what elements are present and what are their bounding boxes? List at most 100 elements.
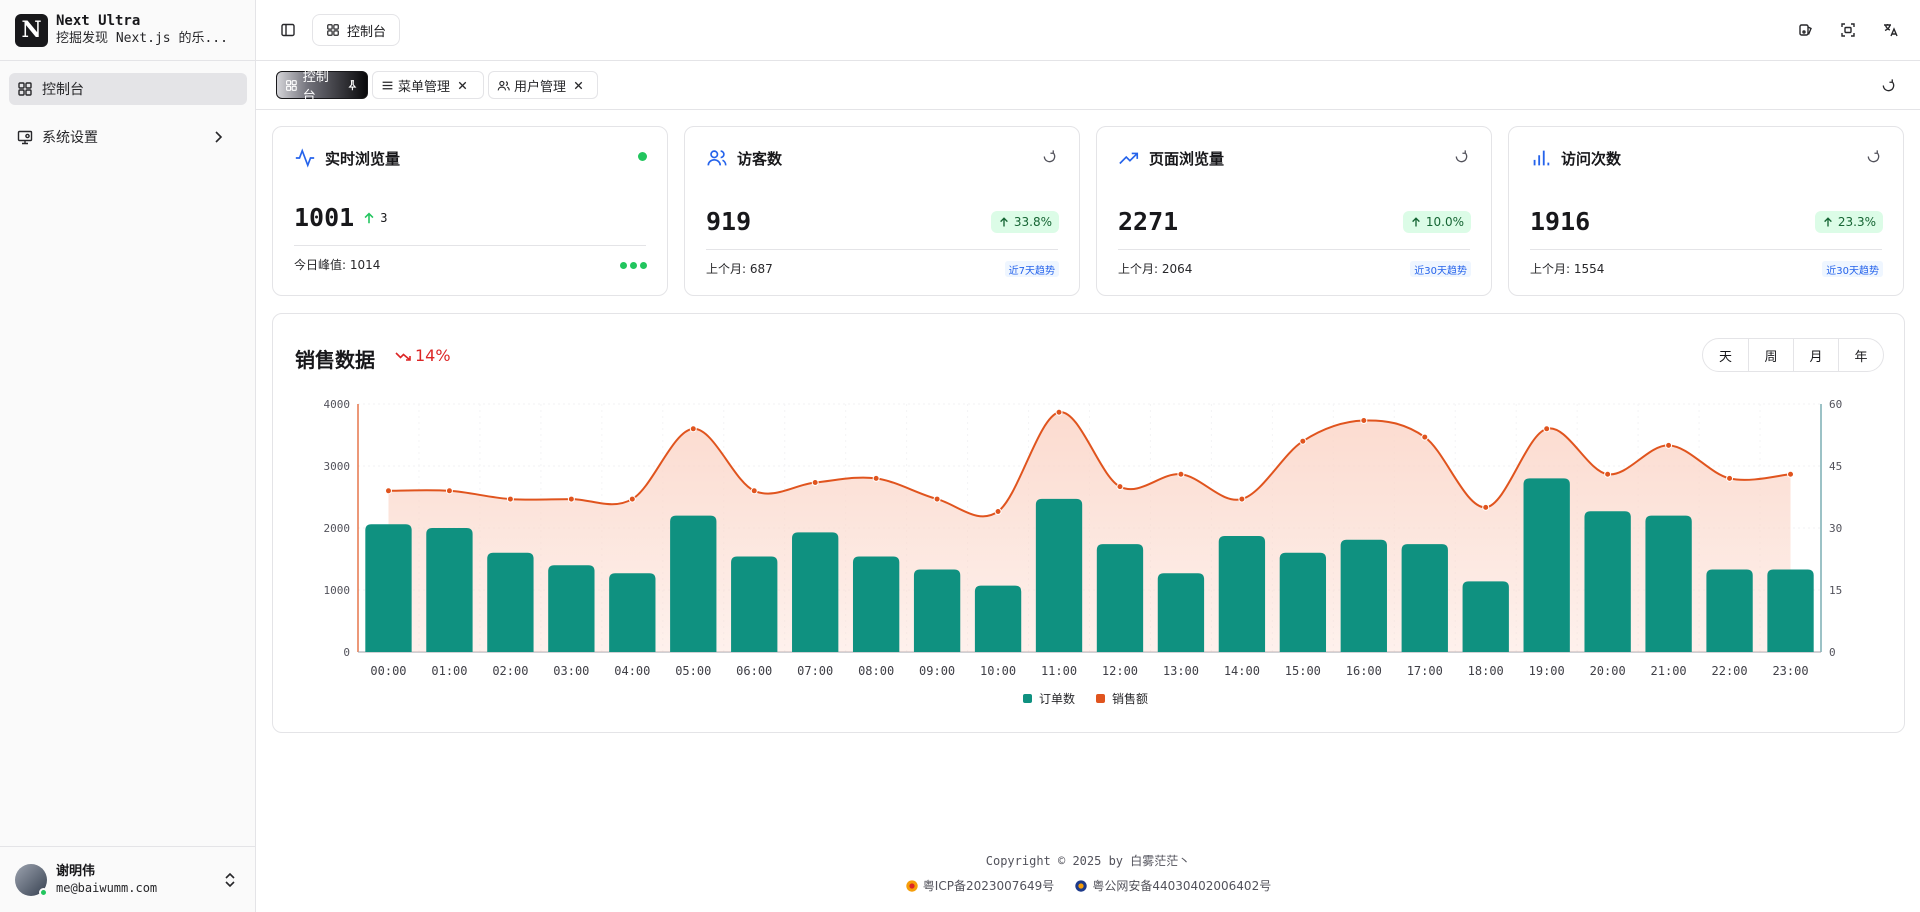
order-bar <box>1340 539 1387 652</box>
header: 控制台 <box>256 0 1920 61</box>
sidebar-item-settings[interactable]: 系统设置 <box>9 121 247 153</box>
order-bar <box>852 556 900 652</box>
theme-button[interactable] <box>1790 14 1822 46</box>
chevrons-up-down-icon <box>225 872 235 888</box>
dashboard-icon <box>327 24 339 36</box>
order-bar <box>1645 515 1692 652</box>
sales-point <box>1543 425 1551 433</box>
range-month-button[interactable]: 月 <box>1793 339 1838 371</box>
tab-dashboard[interactable]: 控制台 <box>276 70 368 104</box>
growth-badge: 10.0% <box>1402 211 1471 233</box>
language-button[interactable] <box>1874 14 1906 46</box>
x-tick-label: 11:00 <box>1041 664 1077 678</box>
range-week-button[interactable]: 周 <box>1748 339 1793 371</box>
order-bar <box>1462 581 1509 652</box>
arrow-up-icon <box>364 212 374 223</box>
close-icon[interactable] <box>456 79 469 92</box>
sidebar-toggle-button[interactable] <box>272 14 304 46</box>
sales-point <box>750 487 758 495</box>
sales-point <box>1299 437 1307 445</box>
brand-logo: N <box>15 13 48 47</box>
x-tick-label: 09:00 <box>919 664 955 678</box>
x-tick-label: 02:00 <box>492 664 528 678</box>
refresh-icon[interactable] <box>1866 149 1881 164</box>
card-foot: 上个月: 2064 <box>1118 262 1193 276</box>
sales-point <box>994 507 1002 515</box>
x-tick-label: 13:00 <box>1163 664 1199 678</box>
range-year-button[interactable]: 年 <box>1838 339 1883 371</box>
range-day-button[interactable]: 天 <box>1718 349 1732 365</box>
dashboard-icon <box>286 79 297 91</box>
sales-point <box>567 495 575 503</box>
card-value: 2271 <box>1118 207 1179 236</box>
x-tick-label: 19:00 <box>1529 664 1565 678</box>
order-bar <box>1767 569 1814 652</box>
sales-point <box>506 495 514 503</box>
brand[interactable]: N Next Ultra 挖掘发现 Next.js 的乐... <box>0 0 255 61</box>
tab-user-management[interactable]: 用户管理 <box>488 71 598 99</box>
sidebar-item-label: 系统设置 <box>42 130 98 146</box>
refresh-icon[interactable] <box>1042 149 1057 164</box>
order-bar <box>974 585 1022 652</box>
breadcrumb[interactable]: 控制台 <box>312 14 400 46</box>
x-tick-label: 06:00 <box>736 664 772 678</box>
tab-menu-management[interactable]: 菜单管理 <box>372 71 484 99</box>
x-tick-label: 22:00 <box>1712 664 1748 678</box>
police-link[interactable]: 粤公网安备44030402006402号 <box>1074 877 1271 894</box>
sales-point <box>872 474 880 482</box>
breadcrumb-label: 控制台 <box>346 24 386 40</box>
legend-sales-swatch <box>1096 694 1105 703</box>
tab-label: 控制台 <box>302 70 329 104</box>
sales-area <box>388 412 1791 652</box>
tab-label: 菜单管理 <box>398 79 451 95</box>
growth-value: 23.3% <box>1837 215 1876 229</box>
x-tick-label: 23:00 <box>1772 664 1808 678</box>
sales-point <box>933 495 941 503</box>
menu-icon <box>382 81 393 89</box>
sidebar-item-dashboard[interactable]: 控制台 <box>9 73 247 105</box>
sales-point <box>1787 470 1795 478</box>
card-value: 919 <box>706 207 752 236</box>
sales-point <box>1665 441 1673 449</box>
users-icon <box>707 150 727 166</box>
trend-link[interactable]: 近30天趋势 <box>1822 261 1883 277</box>
icp-link[interactable]: 粤ICP备2023007649号 <box>905 877 1054 894</box>
refresh-icon[interactable] <box>1454 149 1469 164</box>
order-bar <box>1096 544 1144 652</box>
order-bar <box>1706 569 1753 652</box>
bar-chart-icon <box>1533 150 1550 166</box>
card-value: 1916 <box>1530 207 1591 236</box>
trend-link[interactable]: 近7天趋势 <box>1004 261 1059 277</box>
icp-badge-icon <box>906 879 918 892</box>
range-selector: 天 周 月 年 <box>1702 338 1884 372</box>
legend-orders-label: 订单数 <box>1039 691 1075 706</box>
sales-change: 14% <box>395 346 451 365</box>
y-left-tick-label: 2000 <box>324 522 351 535</box>
y-left-tick-label: 0 <box>343 646 350 659</box>
x-tick-label: 10:00 <box>980 664 1016 678</box>
y-right-tick-label: 15 <box>1829 584 1842 597</box>
card-foot: 上个月: 1554 <box>1530 262 1605 276</box>
trend-link[interactable]: 近30天趋势 <box>1410 261 1471 277</box>
order-bar <box>365 524 412 652</box>
card-title: 访客数 <box>737 149 783 168</box>
theme-palette-icon <box>1799 24 1812 36</box>
y-left-tick-label: 3000 <box>324 460 351 473</box>
trending-up-icon <box>1119 152 1139 165</box>
fullscreen-button[interactable] <box>1832 14 1864 46</box>
y-right-tick-label: 60 <box>1829 398 1842 411</box>
pin-icon[interactable] <box>346 79 359 92</box>
card-title: 访问次数 <box>1561 149 1622 168</box>
translate-icon <box>1884 24 1898 37</box>
legend-orders-swatch <box>1023 694 1032 703</box>
sales-point <box>811 479 819 487</box>
x-tick-label: 08:00 <box>858 664 894 678</box>
sales-change-value: 14% <box>415 346 451 365</box>
close-icon[interactable] <box>572 79 585 92</box>
order-bar <box>1035 498 1083 652</box>
dashboard-icon <box>18 82 32 96</box>
y-right-tick-label: 0 <box>1829 646 1836 659</box>
user-menu[interactable]: 谢明伟 me@baiwumm.com <box>0 846 255 912</box>
refresh-tabs-button[interactable] <box>1872 69 1904 101</box>
order-bar <box>913 569 961 652</box>
